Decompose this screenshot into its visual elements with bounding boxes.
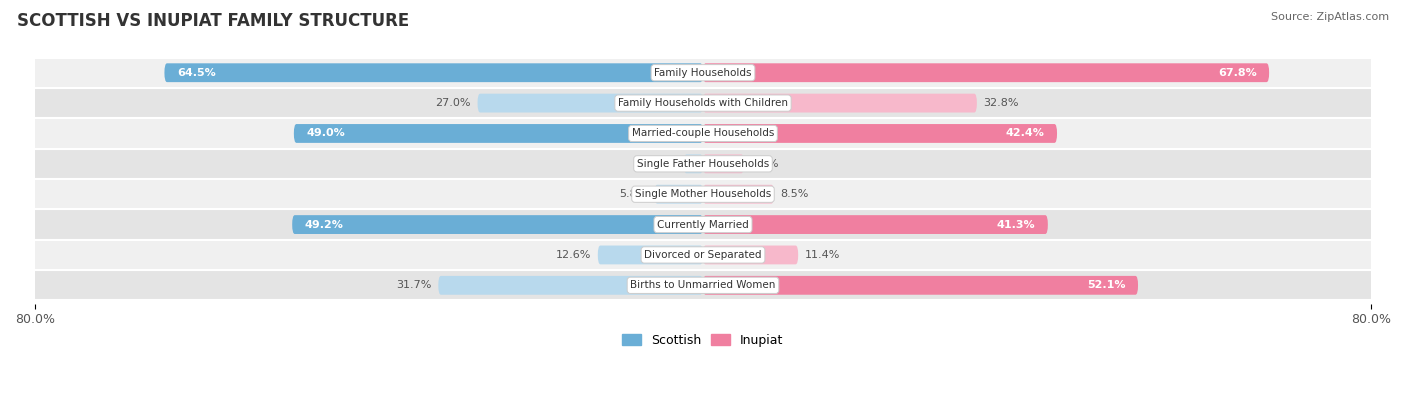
Text: 2.3%: 2.3% (648, 159, 678, 169)
FancyBboxPatch shape (294, 124, 703, 143)
FancyBboxPatch shape (18, 88, 1388, 118)
Text: Family Households: Family Households (654, 68, 752, 78)
FancyBboxPatch shape (703, 246, 799, 264)
Text: 52.1%: 52.1% (1087, 280, 1126, 290)
FancyBboxPatch shape (18, 270, 1388, 301)
FancyBboxPatch shape (18, 209, 1388, 240)
FancyBboxPatch shape (703, 124, 1057, 143)
Legend: Scottish, Inupiat: Scottish, Inupiat (617, 329, 789, 352)
FancyBboxPatch shape (18, 58, 1388, 88)
FancyBboxPatch shape (703, 154, 744, 173)
Text: SCOTTISH VS INUPIAT FAMILY STRUCTURE: SCOTTISH VS INUPIAT FAMILY STRUCTURE (17, 12, 409, 30)
FancyBboxPatch shape (703, 63, 1270, 82)
Text: 11.4%: 11.4% (804, 250, 841, 260)
FancyBboxPatch shape (18, 179, 1388, 209)
FancyBboxPatch shape (18, 149, 1388, 179)
FancyBboxPatch shape (703, 276, 1137, 295)
Text: 5.8%: 5.8% (620, 189, 648, 199)
Text: 8.5%: 8.5% (780, 189, 808, 199)
Text: Currently Married: Currently Married (657, 220, 749, 229)
Text: 49.0%: 49.0% (307, 128, 344, 139)
Text: Divorced or Separated: Divorced or Separated (644, 250, 762, 260)
Text: Source: ZipAtlas.com: Source: ZipAtlas.com (1271, 12, 1389, 22)
Text: 49.2%: 49.2% (305, 220, 343, 229)
Text: 32.8%: 32.8% (984, 98, 1019, 108)
FancyBboxPatch shape (598, 246, 703, 264)
Text: 64.5%: 64.5% (177, 68, 215, 78)
FancyBboxPatch shape (478, 94, 703, 113)
Text: 4.9%: 4.9% (751, 159, 779, 169)
FancyBboxPatch shape (439, 276, 703, 295)
Text: Family Households with Children: Family Households with Children (619, 98, 787, 108)
FancyBboxPatch shape (165, 63, 703, 82)
Text: 12.6%: 12.6% (555, 250, 591, 260)
FancyBboxPatch shape (703, 185, 773, 203)
FancyBboxPatch shape (292, 215, 703, 234)
Text: Single Father Households: Single Father Households (637, 159, 769, 169)
FancyBboxPatch shape (703, 94, 977, 113)
Text: 42.4%: 42.4% (1005, 128, 1045, 139)
Text: Married-couple Households: Married-couple Households (631, 128, 775, 139)
FancyBboxPatch shape (683, 154, 703, 173)
Text: 27.0%: 27.0% (436, 98, 471, 108)
Text: 31.7%: 31.7% (396, 280, 432, 290)
FancyBboxPatch shape (703, 215, 1047, 234)
FancyBboxPatch shape (655, 185, 703, 203)
Text: Single Mother Households: Single Mother Households (636, 189, 770, 199)
FancyBboxPatch shape (18, 118, 1388, 149)
Text: 41.3%: 41.3% (997, 220, 1035, 229)
Text: Births to Unmarried Women: Births to Unmarried Women (630, 280, 776, 290)
FancyBboxPatch shape (18, 240, 1388, 270)
Text: 67.8%: 67.8% (1218, 68, 1257, 78)
